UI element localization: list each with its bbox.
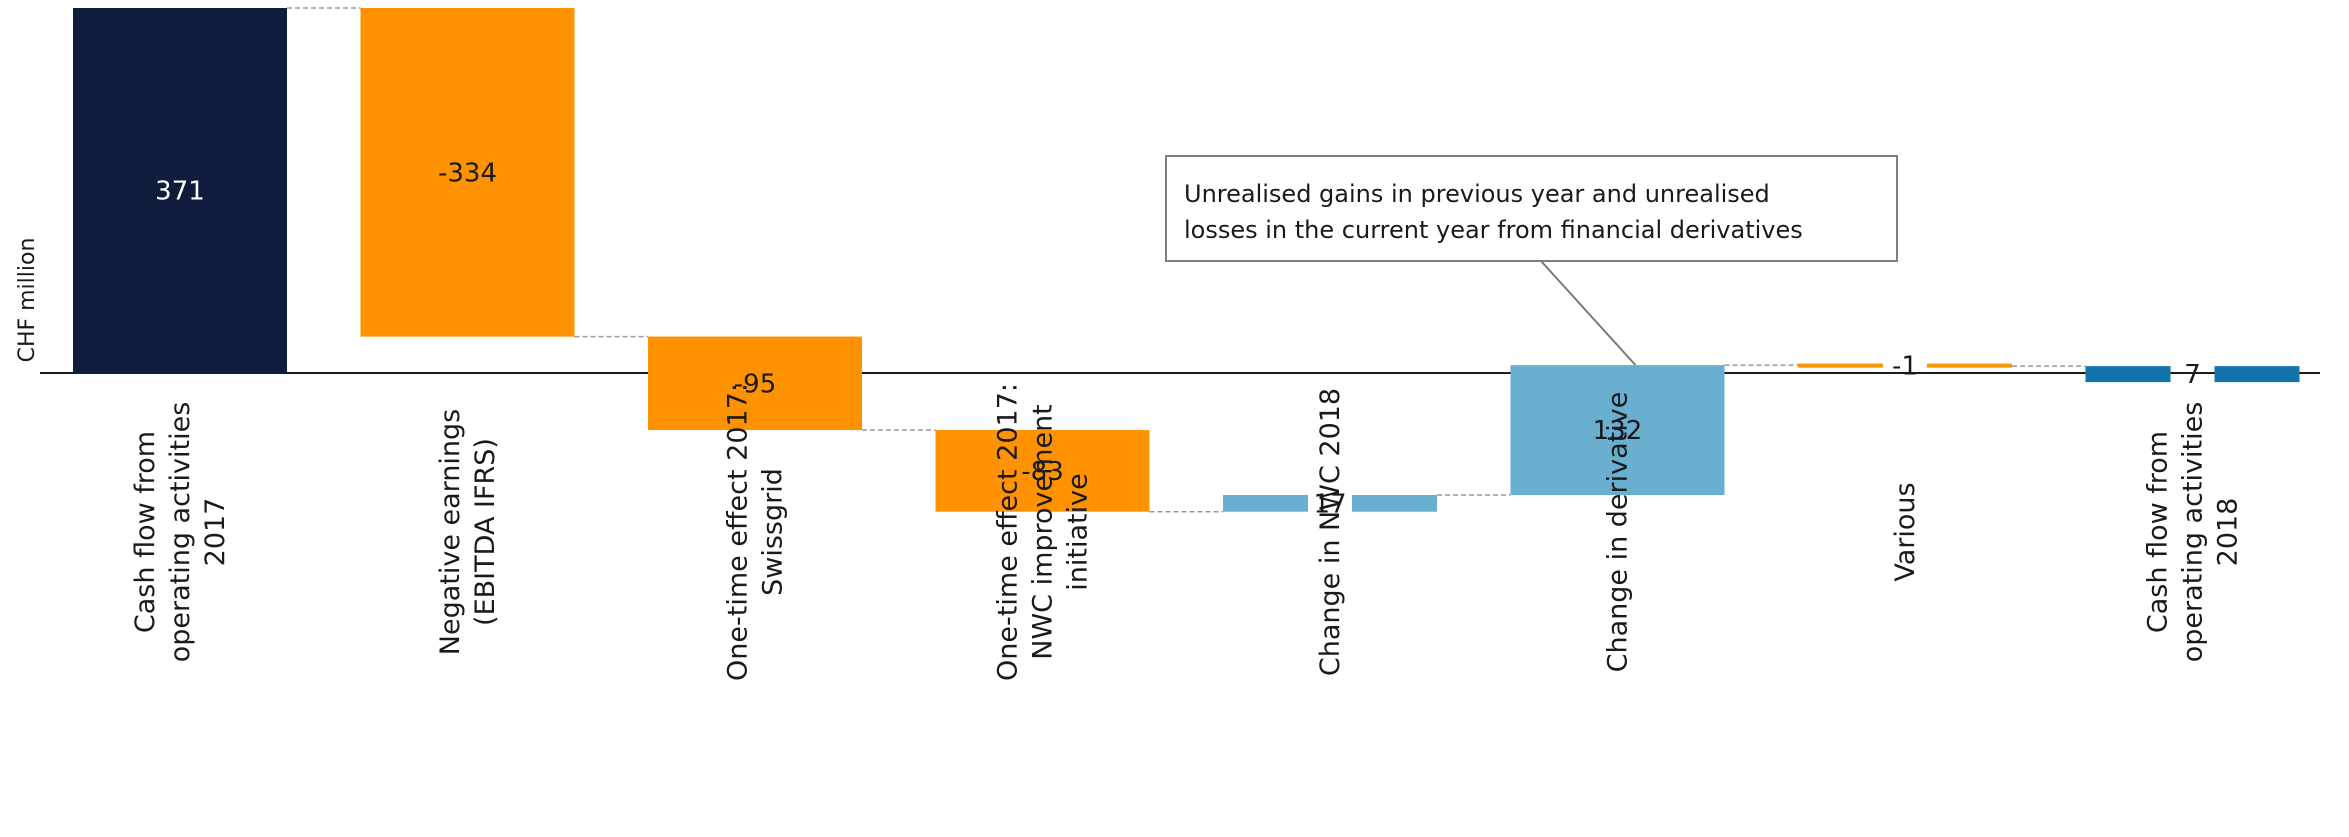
bar bbox=[1352, 494, 1437, 512]
bar bbox=[360, 8, 575, 337]
bar bbox=[2214, 366, 2300, 383]
value-label: 132 bbox=[1593, 416, 1643, 446]
category-label: Change in NWC 2018 bbox=[1315, 388, 1346, 676]
bar bbox=[1510, 365, 1725, 495]
category-labels: Cash flow from operating activities 2017 Ne… bbox=[130, 383, 2244, 681]
value-label: -95 bbox=[734, 369, 776, 399]
value-label: 17 bbox=[1313, 489, 1346, 519]
callout-text-line-2: losses in the current year from financia… bbox=[1184, 216, 1803, 244]
bar bbox=[73, 8, 287, 373]
value-labels: 371 -334 -95 -83 17 132 -1 7 bbox=[155, 158, 2201, 519]
bar bbox=[648, 336, 862, 431]
bars bbox=[73, 8, 2300, 512]
bar bbox=[1223, 494, 1308, 512]
category-label: Change in derivative bbox=[1603, 392, 1634, 673]
category-label: Cash flow from operating activities 2018 bbox=[2143, 402, 2244, 663]
annotation-callout: Unrealised gains in previous year and un… bbox=[1165, 155, 1898, 366]
bar bbox=[935, 430, 1150, 512]
value-label: -334 bbox=[438, 158, 497, 188]
connector-lines bbox=[287, 7, 2086, 513]
value-label: 371 bbox=[155, 177, 205, 207]
y-axis-label: CHF million bbox=[15, 238, 40, 363]
value-label: 7 bbox=[2184, 360, 2201, 390]
value-label: -83 bbox=[1021, 457, 1063, 487]
value-label: -1 bbox=[1892, 352, 1918, 382]
callout-box bbox=[1165, 155, 1898, 262]
category-label: One-time effect 2017: NWC improvement init… bbox=[993, 383, 1094, 681]
callout-text-line-1: Unrealised gains in previous year and un… bbox=[1184, 180, 1770, 208]
category-label: Various bbox=[1890, 482, 1921, 581]
category-label: Negative earnings (EBITDA IFRS) bbox=[435, 409, 501, 655]
bar bbox=[1798, 363, 1883, 368]
category-label: Cash flow from operating activities 2017 bbox=[130, 402, 231, 663]
bar bbox=[2085, 366, 2171, 383]
callout-leader-line bbox=[1540, 260, 1637, 366]
category-label: One-time effect 2017: Swissgrid bbox=[723, 383, 789, 681]
bar bbox=[1927, 363, 2012, 368]
